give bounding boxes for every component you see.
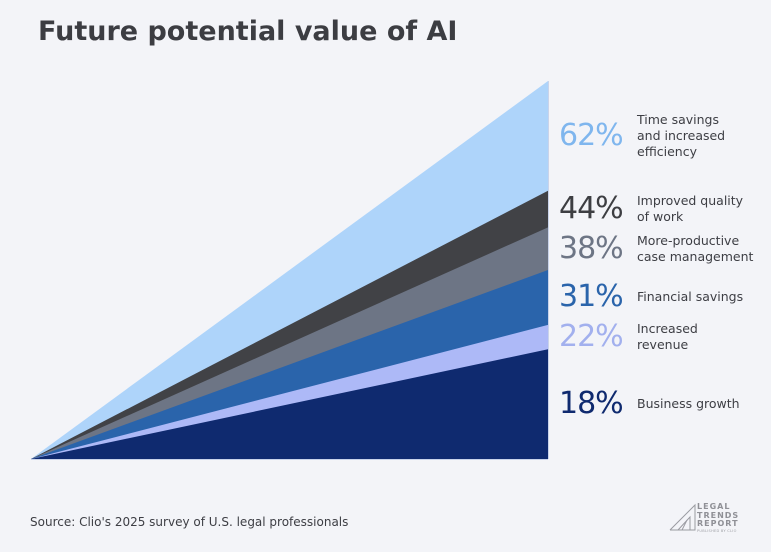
value-label: 31% [559, 279, 624, 315]
value-label: 62% [559, 117, 624, 153]
category-label-line: efficiency [637, 143, 698, 159]
category-label-line: revenue [637, 337, 689, 353]
logo-line-trends: TRENDS [697, 510, 740, 520]
category-label: Improved quality of work [637, 193, 767, 225]
category-label-line: Improved quality [637, 193, 744, 209]
wedge-group [31, 81, 549, 459]
category-label: Financial savings [637, 289, 767, 305]
wedge-18pct [31, 349, 548, 459]
value-label: 22% [559, 319, 624, 355]
category-label: Increased revenue [637, 321, 767, 353]
category-label-line: Business growth [637, 396, 740, 412]
value-label: 44% [559, 191, 624, 227]
category-label-line: Financial savings [637, 289, 744, 305]
source-note: Source: Clio's 2025 survey of U.S. legal… [30, 515, 349, 529]
logo-line-legal: LEGAL [697, 502, 731, 511]
category-label-line: case management [637, 248, 754, 264]
value-label: 18% [559, 386, 624, 422]
logo-line-report: REPORT [697, 519, 739, 528]
logo-text: LEGAL TRENDS REPORT [697, 502, 740, 529]
category-label-line: of work [637, 209, 684, 225]
category-label-line: Increased [637, 321, 698, 337]
category-label: More-productive case management [637, 233, 767, 265]
chart-title: Future potential value of AI [38, 16, 458, 47]
category-label-line: and increased [637, 127, 726, 143]
category-label: Time savings and increased efficiency [637, 112, 767, 160]
value-label: 38% [559, 230, 624, 266]
logo-subtitle: PUBLISHED BY CLIO [697, 529, 737, 533]
category-label-line: Time savings [637, 111, 719, 127]
category-label-line: More-productive [637, 232, 740, 248]
logo-triangles-icon [669, 503, 696, 531]
legal-trends-report-logo: LEGAL TRENDS REPORT PUBLISHED BY CLIO [668, 502, 760, 533]
category-label: Business growth [637, 396, 767, 412]
